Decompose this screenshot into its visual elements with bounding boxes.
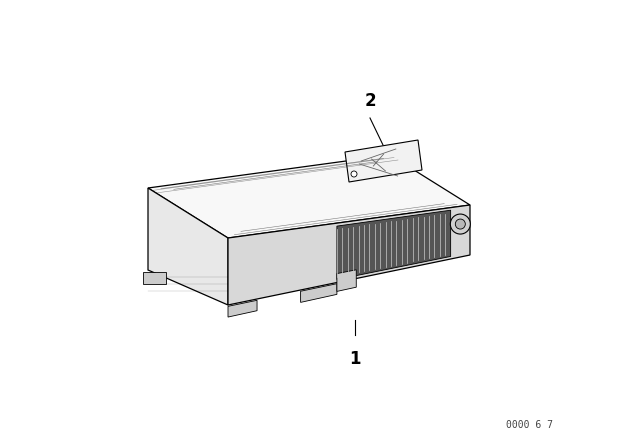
Text: 2: 2 [364,92,376,110]
Text: 1: 1 [349,350,361,368]
Polygon shape [337,270,356,291]
Polygon shape [337,210,451,280]
Polygon shape [143,272,166,284]
Polygon shape [148,188,228,305]
Polygon shape [345,140,422,182]
Text: 0000 6 7: 0000 6 7 [506,420,554,430]
Polygon shape [148,155,470,238]
Circle shape [455,219,465,229]
Circle shape [451,214,470,234]
Circle shape [351,171,357,177]
Polygon shape [228,205,470,305]
Polygon shape [301,284,337,302]
Polygon shape [228,300,257,317]
